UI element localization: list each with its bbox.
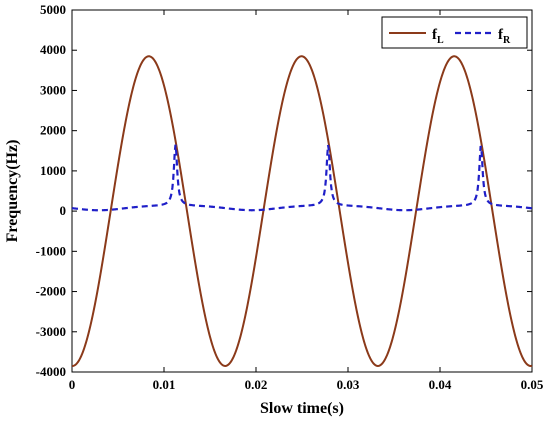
y-tick-label: 2000: [40, 123, 66, 138]
x-tick-label: 0.05: [521, 377, 544, 392]
legend: fL fR: [381, 16, 528, 49]
y-tick-label: 1000: [40, 163, 66, 178]
legend-label-fL: fL: [432, 27, 444, 46]
x-tick-label: 0.02: [245, 377, 268, 392]
y-tick-label: -2000: [36, 284, 66, 299]
y-tick-label: 3000: [40, 82, 66, 97]
legend-label-fR: fR: [498, 27, 511, 46]
x-tick-label: 0: [69, 377, 76, 392]
series-line-fL: [71, 55, 533, 367]
plot-frame: [71, 9, 533, 373]
plot-area: 0 0.01 0.02 0.03 0.04 0.05 -4000 -3000 -2000 -10…: [36, 2, 544, 392]
y-tick-label: -4000: [36, 364, 66, 379]
x-tick-label: 0.04: [429, 377, 452, 392]
y-tick-label: -1000: [36, 243, 66, 258]
y-tick-label: 4000: [40, 42, 66, 57]
y-tick-label: 0: [60, 203, 67, 218]
y-tick-label: 5000: [40, 2, 66, 17]
axis-ticks: [71, 9, 533, 373]
x-tick-labels: 0 0.01 0.02 0.03 0.04 0.05: [69, 377, 544, 392]
y-axis-title: Frequency(Hz): [4, 140, 21, 243]
x-tick-label: 0.03: [337, 377, 360, 392]
x-tick-label: 0.01: [153, 377, 176, 392]
y-tick-label: -3000: [36, 324, 66, 339]
x-axis-title: Slow time(s): [260, 400, 344, 417]
y-tick-labels: -4000 -3000 -2000 -1000 0 1000 2000 3000 4000 500…: [36, 2, 66, 379]
series-line-fR: [71, 144, 533, 212]
